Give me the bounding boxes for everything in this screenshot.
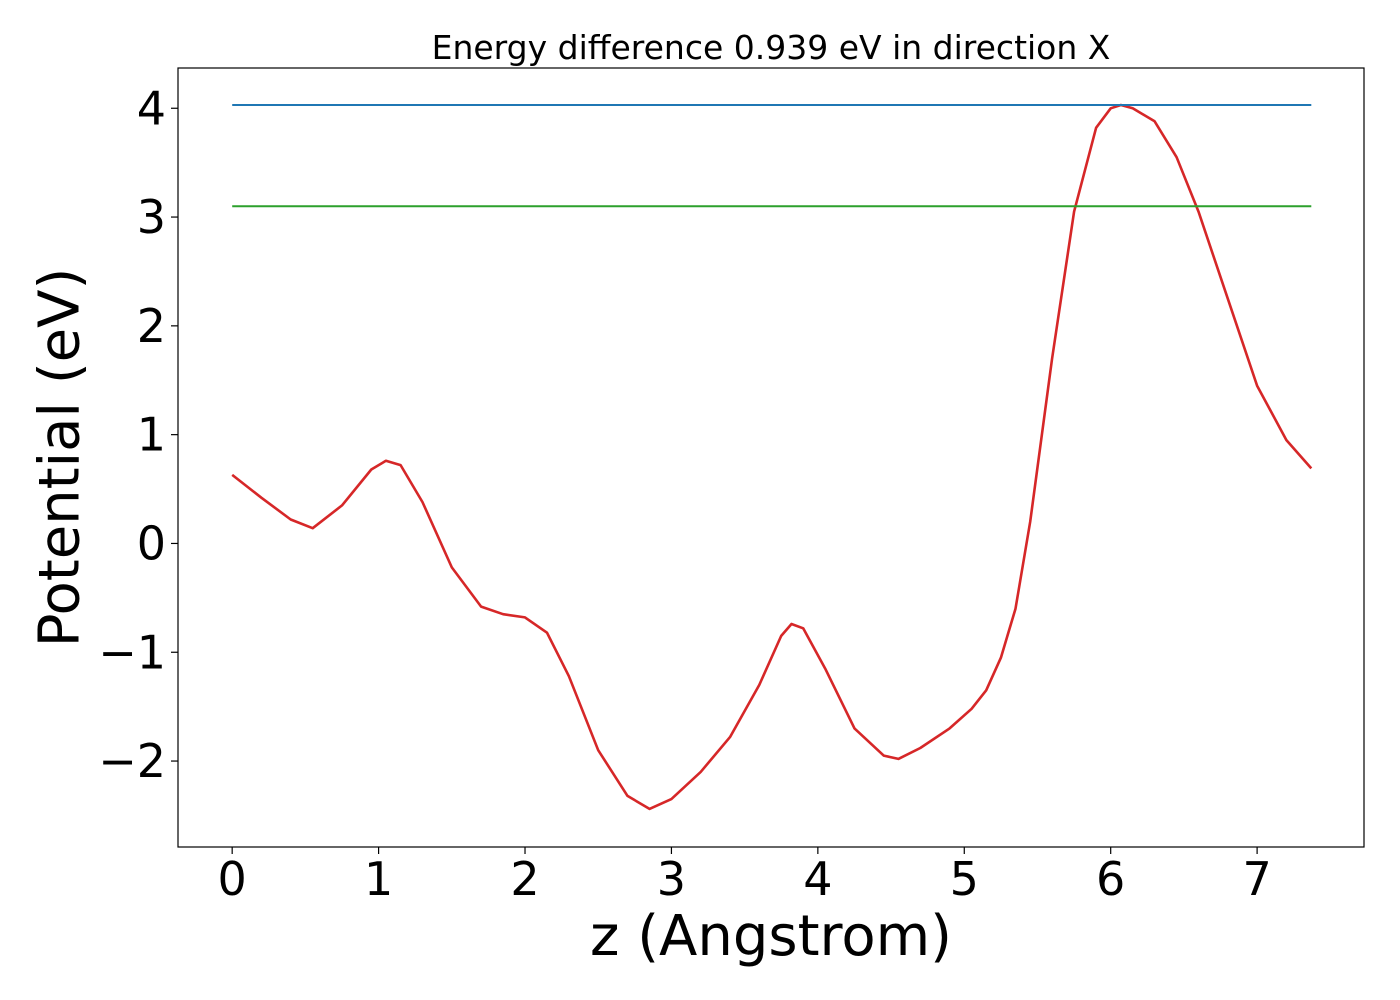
plot-frame (177, 67, 1365, 848)
y-tick-label: −1 (98, 625, 166, 679)
y-tick-label: 3 (137, 190, 166, 244)
series-layer (231, 103, 1313, 811)
y-tick-label: −2 (98, 734, 166, 788)
x-tick-label: 5 (950, 852, 979, 906)
y-axis-ticks: −2 −1 0 1 2 3 4 (98, 81, 178, 788)
x-tick-label: 7 (1242, 852, 1271, 906)
x-tick-label: 0 (218, 852, 247, 906)
x-axis-title: z (Angstrom) (590, 904, 952, 969)
chart-title: Energy difference 0.939 eV in direction … (432, 28, 1111, 67)
y-tick-label: 0 (137, 516, 166, 570)
x-tick-label: 3 (657, 852, 686, 906)
x-tick-label: 1 (364, 852, 393, 906)
x-tick-label: 6 (1096, 852, 1125, 906)
y-tick-label: 1 (137, 408, 166, 462)
y-tick-label: 2 (137, 299, 166, 353)
x-tick-label: 4 (803, 852, 832, 906)
y-axis-title: Potential (eV) (28, 268, 93, 648)
x-tick-label: 2 (510, 852, 539, 906)
x-axis-ticks: 0 1 2 3 4 5 6 7 (218, 847, 1272, 906)
y-tick-label: 4 (137, 81, 166, 135)
